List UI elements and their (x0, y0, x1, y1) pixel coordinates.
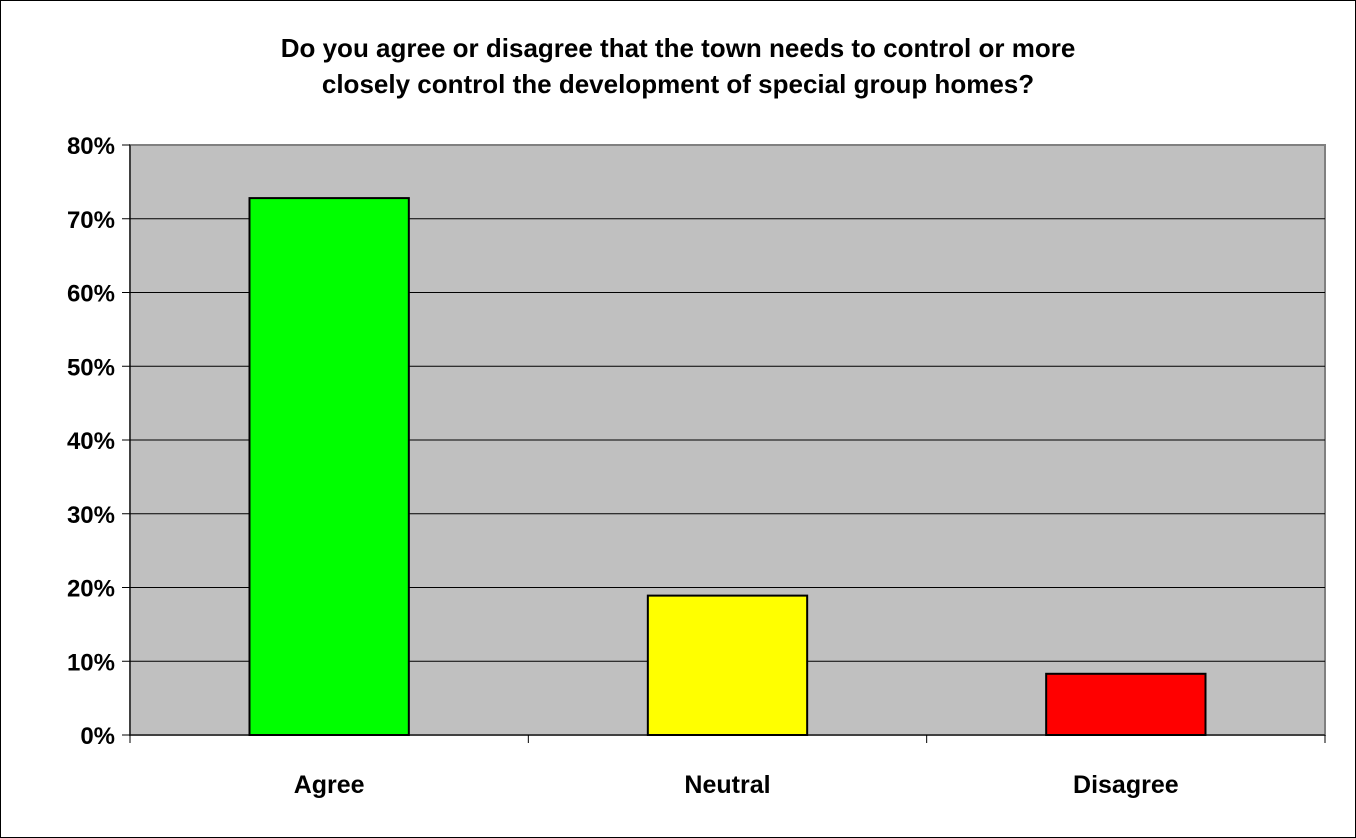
y-tick-label: 0% (80, 723, 115, 750)
y-tick-label: 20% (67, 576, 115, 603)
chart-title: Do you agree or disagree that the town n… (0, 30, 1356, 102)
bars (248, 197, 1207, 737)
y-tick-label: 10% (67, 649, 115, 676)
y-tick-label: 80% (67, 133, 115, 160)
y-tick-label: 40% (67, 428, 115, 455)
axes (122, 144, 1326, 743)
chart-title-line-2: closely control the development of speci… (321, 69, 1035, 99)
y-tick-label: 70% (67, 207, 115, 234)
chart-title-line-1: Do you agree or disagree that the town n… (280, 33, 1076, 63)
x-tick-label: Neutral (684, 771, 770, 799)
y-tick-label: 60% (67, 281, 115, 308)
x-tick-label: Disagree (1073, 771, 1179, 799)
y-tick-labels: 0% 10% 20% 30% 40% 50% 60% 70% 80% (67, 133, 115, 750)
y-tick-label: 50% (67, 354, 115, 381)
y-tick-label: 30% (67, 502, 115, 529)
bar-agree (248, 197, 410, 737)
x-tick-label: Agree (294, 771, 365, 799)
x-tick-labels: Agree Neutral Disagree (294, 771, 1179, 799)
bar-neutral (646, 594, 809, 736)
bar-disagree (1045, 672, 1207, 736)
